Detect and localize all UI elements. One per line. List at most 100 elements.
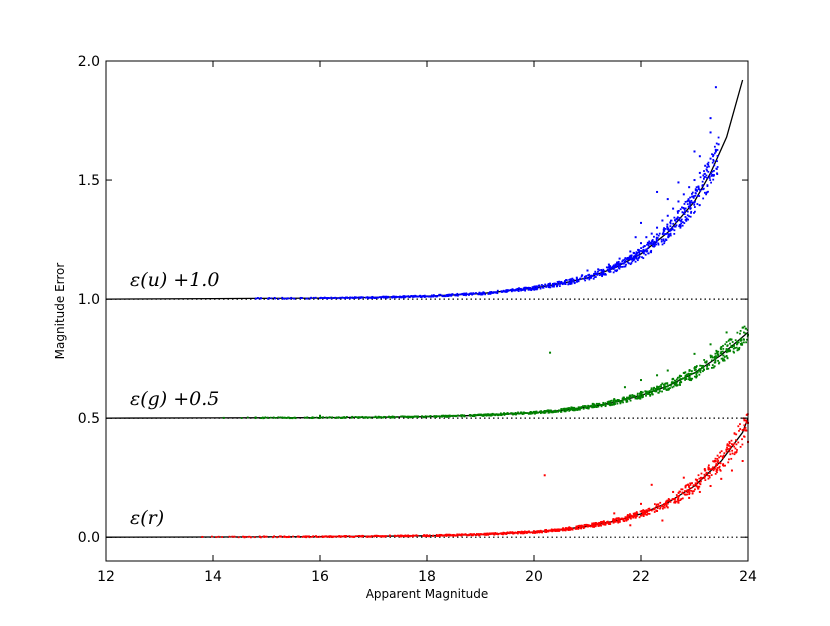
data-point — [510, 288, 513, 291]
data-point — [535, 411, 537, 414]
data-point — [353, 296, 356, 299]
data-point — [337, 416, 339, 419]
data-point — [460, 534, 463, 537]
data-point — [475, 292, 477, 294]
data-point — [631, 258, 634, 261]
data-point — [657, 388, 660, 391]
data-point — [228, 535, 231, 538]
data-point — [709, 468, 712, 471]
data-point — [393, 416, 396, 419]
fit-curve-0 — [105, 79, 744, 300]
data-point — [626, 396, 628, 399]
data-point — [335, 535, 338, 538]
data-point — [460, 293, 463, 296]
data-point — [410, 534, 412, 537]
data-point — [709, 131, 712, 134]
data-point — [293, 297, 296, 300]
data-point — [369, 296, 372, 299]
data-point — [456, 292, 459, 295]
data-point — [729, 342, 731, 345]
data-point — [520, 532, 522, 535]
data-point — [440, 414, 443, 417]
data-point — [500, 532, 503, 535]
data-point — [720, 450, 723, 453]
data-point — [628, 262, 630, 265]
data-point — [678, 217, 681, 219]
data-point — [719, 347, 722, 350]
data-point — [341, 416, 344, 419]
data-point — [454, 293, 457, 296]
data-point — [620, 262, 623, 265]
data-point — [231, 535, 234, 538]
data-point — [727, 461, 730, 464]
data-point — [269, 416, 272, 419]
data-point — [661, 507, 664, 510]
data-point — [672, 497, 674, 500]
data-point — [687, 205, 690, 208]
data-point — [387, 416, 390, 419]
data-point — [680, 222, 683, 225]
data-point — [533, 286, 535, 289]
data-point — [645, 513, 648, 516]
data-point — [655, 233, 658, 236]
data-point — [522, 532, 524, 535]
data-point — [745, 421, 748, 424]
data-point — [722, 344, 724, 347]
data-point — [531, 286, 534, 289]
data-point — [591, 402, 594, 405]
data-point — [671, 226, 674, 229]
data-point — [664, 501, 667, 504]
data-point — [739, 330, 742, 332]
data-point — [328, 536, 331, 538]
data-point — [703, 176, 706, 179]
data-point — [685, 484, 687, 487]
data-point — [569, 528, 572, 531]
data-point — [586, 276, 589, 279]
data-point — [610, 266, 612, 269]
data-point — [623, 265, 626, 268]
data-point — [518, 287, 520, 290]
data-point — [610, 399, 613, 402]
data-point — [301, 536, 304, 538]
data-point — [745, 341, 748, 344]
data-point — [588, 405, 591, 408]
data-point — [349, 535, 352, 538]
data-point — [573, 409, 576, 412]
data-point — [675, 217, 678, 220]
data-point — [669, 222, 672, 225]
data-point — [741, 429, 744, 432]
data-point — [503, 414, 506, 416]
data-point — [705, 193, 708, 196]
data-point — [741, 326, 744, 329]
data-point — [497, 533, 500, 536]
data-point — [513, 413, 516, 415]
data-point — [424, 415, 427, 418]
data-point — [669, 221, 672, 224]
data-point — [709, 343, 712, 346]
data-point — [345, 535, 348, 537]
data-point — [583, 405, 586, 407]
data-point — [677, 501, 680, 504]
data-point — [505, 532, 508, 534]
data-point — [544, 529, 546, 532]
data-point — [425, 295, 428, 298]
data-point — [385, 296, 388, 299]
data-point — [634, 236, 637, 239]
data-point — [616, 261, 619, 264]
data-point — [711, 364, 714, 366]
data-point — [321, 536, 324, 539]
data-point — [678, 378, 681, 381]
data-point — [606, 401, 609, 403]
data-point — [711, 355, 713, 358]
data-point — [728, 338, 731, 341]
data-point — [704, 469, 707, 472]
data-point — [312, 535, 315, 538]
data-point — [544, 530, 546, 533]
data-point — [656, 239, 659, 242]
data-point — [527, 412, 530, 415]
data-point — [516, 287, 519, 290]
data-point — [700, 480, 702, 483]
data-point — [555, 528, 558, 531]
data-point — [564, 410, 567, 413]
data-point — [648, 512, 651, 515]
